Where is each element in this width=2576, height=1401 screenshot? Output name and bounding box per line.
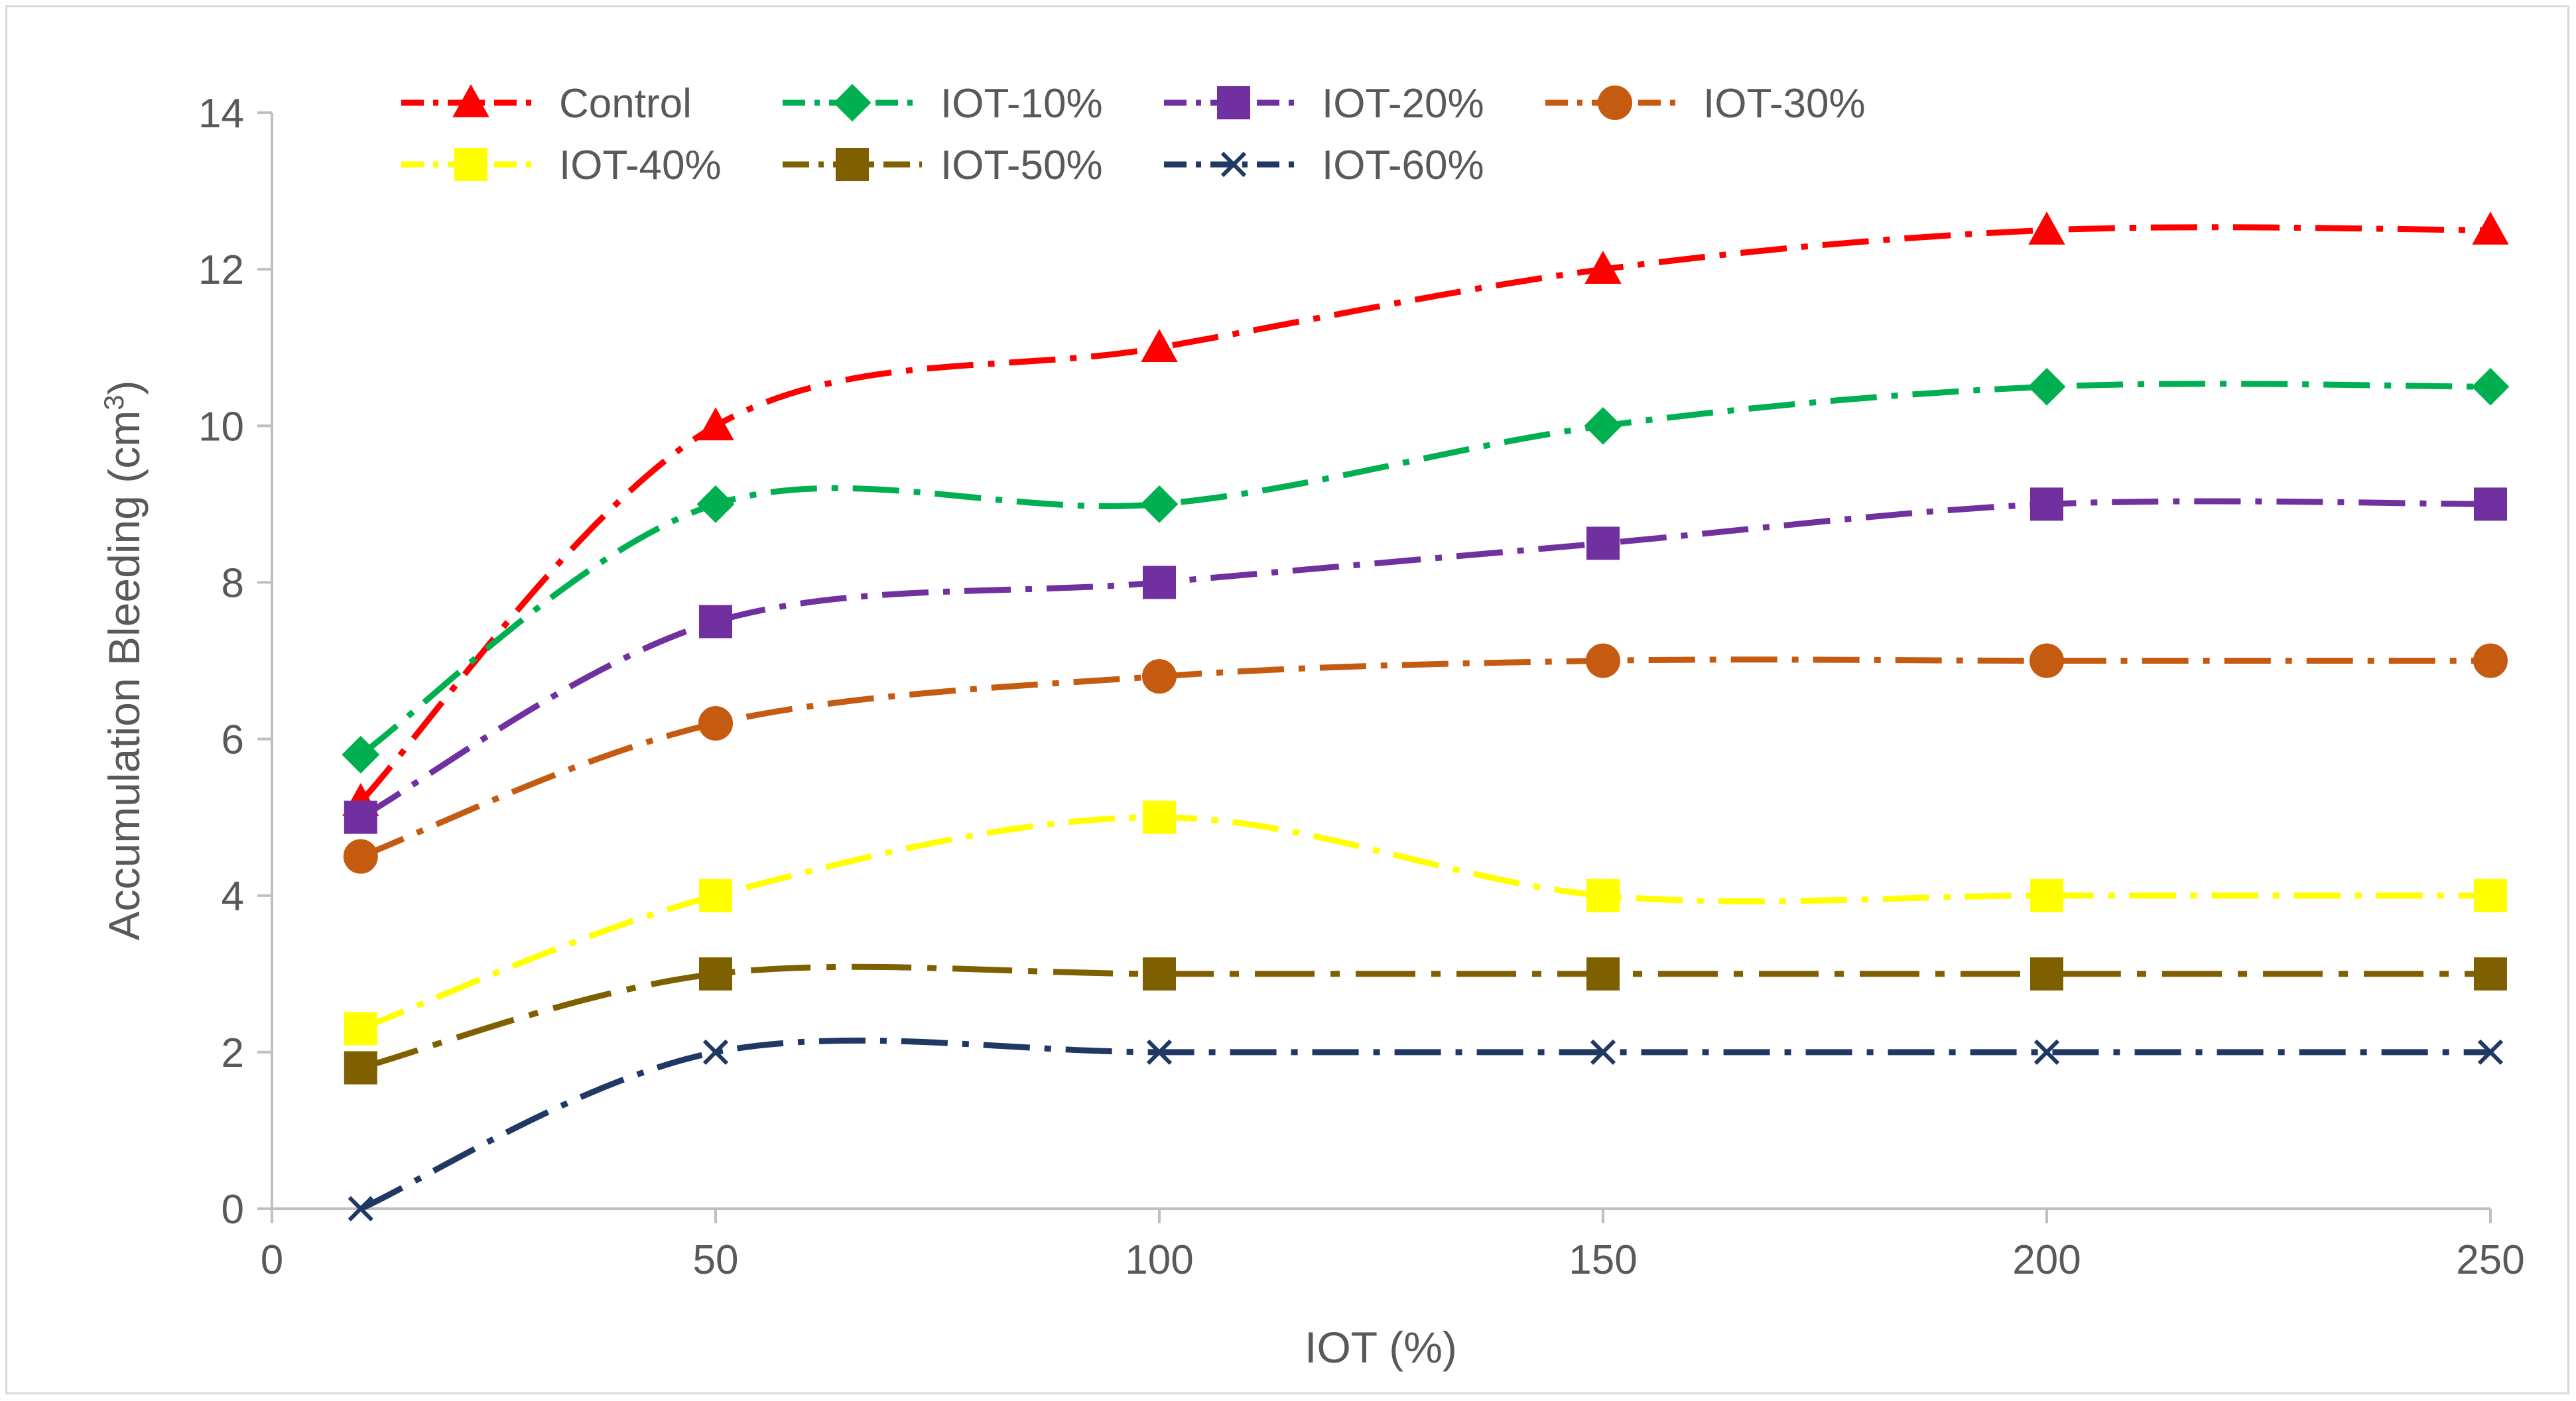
x-tick-label: 50 <box>693 1237 739 1283</box>
data-point-iot-20pct <box>1586 526 1620 560</box>
data-point-iot-40pct <box>699 879 732 912</box>
series-lines <box>358 224 2491 1212</box>
legend-item-iot-30pct: IOT-30% <box>1545 81 1866 127</box>
data-point-iot-50pct <box>344 1051 377 1085</box>
y-axis-title-main: Accumulation Bleeding (cm <box>99 410 149 941</box>
legend-item-iot-10pct: IOT-10% <box>783 81 1103 127</box>
y-axis-title-superscript: 3 <box>98 395 129 410</box>
data-point-iot-20pct <box>2474 487 2507 521</box>
x-tick-label: 250 <box>2456 1237 2524 1283</box>
series-line-control <box>358 224 2491 804</box>
data-point-control <box>2472 212 2509 245</box>
legend-label: IOT-20% <box>1322 81 1484 127</box>
legend-marker <box>833 84 871 122</box>
data-point-iot-10pct <box>696 485 735 523</box>
series-line-iot-60pct <box>359 1037 2490 1212</box>
data-point-iot-20pct <box>2030 487 2063 521</box>
legend-label: IOT-10% <box>940 81 1103 127</box>
data-point-control <box>1141 329 1178 363</box>
legend-marker <box>1217 86 1250 119</box>
axes <box>271 113 2490 1210</box>
data-point-iot-10pct <box>2471 367 2510 406</box>
y-tick-label: 14 <box>198 91 244 137</box>
x-tick-label: 100 <box>1125 1237 1193 1283</box>
data-point-iot-50pct <box>1586 957 1620 991</box>
legend-item-iot-40pct: IOT-40% <box>401 143 722 188</box>
data-point-iot-60pct <box>1590 1039 1616 1065</box>
data-point-iot-30pct <box>1586 643 1620 678</box>
data-point-iot-20pct <box>344 800 377 834</box>
data-point-iot-50pct <box>2474 957 2507 991</box>
x-axis-title: IOT (%) <box>1305 1323 1457 1372</box>
data-point-iot-30pct <box>698 705 733 741</box>
x-tick-label: 0 <box>261 1237 283 1283</box>
data-point-control <box>2028 212 2065 245</box>
data-point-iot-40pct <box>1586 879 1620 912</box>
data-point-iot-60pct <box>2033 1039 2060 1065</box>
series-line-iot-50pct <box>359 963 2490 1071</box>
legend-marker <box>1220 151 1247 178</box>
x-tick-label: 200 <box>2012 1237 2081 1283</box>
legend-item-iot-60pct: IOT-60% <box>1164 143 1484 188</box>
y-ticks: 0 2 4 6 8 10 12 14 <box>198 91 272 1233</box>
series-line-iot-20pct <box>359 498 2491 820</box>
y-axis-title: Accumulation Bleeding (cm3) <box>98 380 149 940</box>
legend-label: IOT-30% <box>1703 81 1866 127</box>
data-point-iot-60pct <box>1146 1039 1173 1065</box>
series-line-iot-40pct <box>359 814 2490 1032</box>
data-point-iot-40pct <box>2474 879 2507 912</box>
y-tick-label: 8 <box>222 560 244 606</box>
data-point-iot-30pct <box>2473 643 2508 678</box>
data-point-iot-60pct <box>702 1039 729 1065</box>
legend-marker <box>1598 86 1632 120</box>
legend-label: IOT-50% <box>940 143 1103 188</box>
data-point-iot-50pct <box>699 957 732 991</box>
data-point-control <box>697 407 734 441</box>
data-point-iot-20pct <box>699 605 732 639</box>
y-tick-label: 0 <box>222 1187 244 1233</box>
y-tick-label: 10 <box>198 404 244 450</box>
data-point-iot-40pct <box>1143 800 1176 834</box>
legend-item-iot-20pct: IOT-20% <box>1164 81 1484 127</box>
data-point-iot-50pct <box>1143 957 1176 991</box>
data-point-iot-60pct <box>348 1195 373 1222</box>
y-tick-label: 2 <box>222 1030 244 1076</box>
chart-frame <box>5 5 2569 1394</box>
legend-marker <box>836 148 869 181</box>
y-tick-label: 12 <box>198 247 244 293</box>
legend-item-control: Control <box>401 81 692 127</box>
series-markers <box>342 212 2510 1222</box>
data-point-iot-50pct <box>2030 957 2063 991</box>
data-point-iot-60pct <box>2477 1039 2504 1065</box>
y-tick-label: 6 <box>222 717 244 763</box>
data-point-iot-10pct <box>1140 485 1179 523</box>
data-point-iot-30pct <box>2029 643 2064 678</box>
legend: Control IOT-10% IOT-20% IOT-30% IOT-40% IOT-5… <box>401 81 1866 188</box>
x-ticks: 0 50 100 150 200 250 <box>261 1209 2525 1283</box>
series-line-iot-10pct <box>359 381 2491 757</box>
data-point-iot-40pct <box>2030 879 2063 912</box>
data-point-iot-10pct <box>2028 367 2066 406</box>
legend-label: IOT-60% <box>1322 143 1484 188</box>
legend-marker <box>452 84 489 117</box>
legend-marker <box>454 148 487 181</box>
x-tick-label: 150 <box>1569 1237 1637 1283</box>
data-point-iot-40pct <box>344 1012 377 1046</box>
data-point-iot-30pct <box>343 839 378 874</box>
y-axis-title-close: ) <box>99 380 149 395</box>
legend-item-iot-50pct: IOT-50% <box>783 143 1103 188</box>
data-point-iot-10pct <box>342 735 380 774</box>
data-point-iot-30pct <box>1142 659 1177 694</box>
data-point-iot-20pct <box>1143 566 1176 599</box>
y-tick-label: 4 <box>222 874 244 920</box>
legend-label: IOT-40% <box>559 143 722 188</box>
series-line-iot-30pct <box>359 656 2490 859</box>
legend-label: Control <box>559 81 692 127</box>
data-point-control <box>1584 251 1622 284</box>
data-point-iot-10pct <box>1584 406 1622 445</box>
